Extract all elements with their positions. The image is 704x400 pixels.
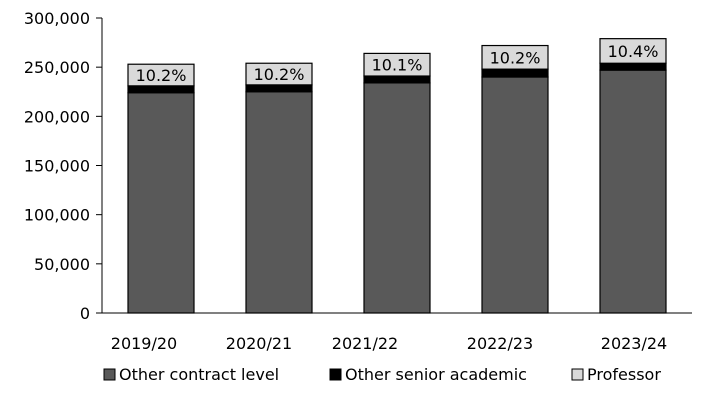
x-tick-label: 2021/22 <box>332 334 398 353</box>
bar-segment <box>481 68 549 78</box>
y-tick-label: 0 <box>80 304 90 323</box>
y-tick-label: 200,000 <box>24 107 90 126</box>
data-label: 10.4% <box>608 42 659 61</box>
data-label: 10.1% <box>372 56 423 75</box>
bar-segment <box>245 62 313 86</box>
bar-segment <box>245 91 313 314</box>
legend-swatch <box>571 368 584 381</box>
legend-swatch <box>329 368 342 381</box>
bar-segment <box>481 44 549 70</box>
bar-segment <box>481 76 549 314</box>
bar-segment <box>599 69 667 314</box>
data-label: 10.2% <box>490 48 541 67</box>
x-tick-label: 2023/24 <box>601 334 667 353</box>
data-label: 10.2% <box>136 66 187 85</box>
data-label: 10.2% <box>254 65 305 84</box>
bar-segment <box>127 85 195 94</box>
bar-segment <box>363 82 431 314</box>
bar-segment <box>363 52 431 77</box>
legend-swatch <box>103 368 116 381</box>
legend-label: Other senior academic <box>345 365 527 384</box>
bar-segment <box>245 84 313 93</box>
y-tick-label: 300,000 <box>24 9 90 28</box>
x-tick-label: 2022/23 <box>467 334 533 353</box>
x-tick-label: 2020/21 <box>226 334 292 353</box>
bar-segment <box>127 63 195 87</box>
bar-segment <box>599 38 667 64</box>
legend-label: Professor <box>587 365 661 384</box>
y-tick-label: 100,000 <box>24 206 90 225</box>
legend-label: Other contract level <box>119 365 279 384</box>
y-tick-label: 50,000 <box>34 255 90 274</box>
bar-segment <box>599 62 667 71</box>
y-tick-label: 250,000 <box>24 58 90 77</box>
y-tick-label: 150,000 <box>24 157 90 176</box>
x-tick-label: 2019/20 <box>111 334 177 353</box>
bar-segment <box>363 75 431 84</box>
bar-segment <box>127 92 195 314</box>
